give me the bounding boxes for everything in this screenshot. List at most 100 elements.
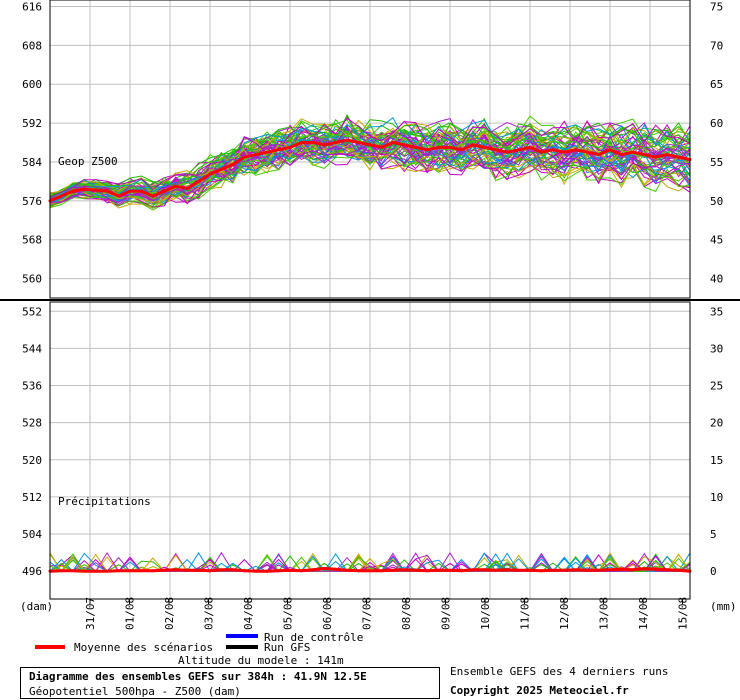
mean-point-precip (219, 568, 223, 572)
mean-point-z500 (311, 141, 315, 144)
mean-point-precip (174, 568, 178, 572)
mean-point-precip (459, 569, 463, 573)
mean-point-precip (391, 568, 395, 572)
mean-point-z500 (299, 141, 303, 144)
mean-point-z500 (162, 189, 166, 193)
mean-point-precip (677, 568, 681, 572)
y2-tick-label: 5 (710, 528, 717, 541)
mean-point-z500 (459, 148, 463, 152)
mean-point-precip (277, 569, 281, 573)
mean-point-precip (288, 568, 292, 572)
mean-point-precip (642, 567, 646, 571)
mean-point-z500 (197, 179, 201, 183)
mean-series (48, 138, 692, 573)
y-tick-label: 520 (22, 454, 42, 467)
mean-point-z500 (539, 150, 543, 154)
mean-point-precip (128, 569, 132, 573)
legend: Moyenne des scénarios Run de contrôle Ru… (35, 631, 363, 654)
member-line-z500 (49, 117, 691, 198)
mean-point-precip (471, 568, 475, 572)
mean-point-precip (368, 569, 372, 573)
mean-point-z500 (368, 143, 372, 147)
mean-point-z500 (677, 155, 681, 159)
mean-point-precip (71, 569, 75, 573)
mean-point-precip (425, 569, 429, 573)
mean-point-precip (322, 566, 326, 570)
y2-tick-label: 20 (710, 417, 723, 430)
y2-tick-label: 50 (710, 195, 723, 208)
mean-point-precip (59, 569, 63, 573)
mean-point-precip (197, 568, 201, 572)
footer-title-box: Diagramme des ensembles GEFS sur 384h : … (20, 667, 440, 699)
mean-point-z500 (379, 145, 383, 149)
footer-subtitle: Géopotentiel 500hpa - Z500 (dam) (29, 685, 241, 698)
mean-point-z500 (219, 167, 223, 171)
mean-point-z500 (665, 153, 669, 157)
mean-point-precip (551, 568, 555, 572)
mean-point-z500 (528, 145, 532, 149)
y-tick-label: 552 (22, 305, 42, 318)
x-tick-label: 09/08 (440, 597, 453, 630)
mean-point-z500 (574, 148, 578, 152)
mean-point-precip (437, 568, 441, 572)
mean-point-precip (597, 568, 601, 572)
mean-point-z500 (277, 148, 281, 152)
mean-point-z500 (117, 194, 121, 198)
y2-tick-label: 55 (710, 156, 723, 169)
mean-point-precip (562, 568, 566, 572)
mean-point-z500 (242, 155, 246, 159)
mean-point-z500 (391, 141, 395, 144)
footer-note: Ensemble GEFS des 4 derniers runs (450, 665, 669, 678)
mean-point-precip (528, 568, 532, 572)
x-tick-label: 11/08 (519, 597, 532, 630)
mean-point-precip (608, 568, 612, 572)
mean-point-z500 (585, 150, 589, 154)
x-tick-label: 02/08 (163, 597, 176, 630)
mean-point-z500 (94, 188, 98, 192)
x-tick-label: 13/08 (598, 597, 611, 630)
mean-point-z500 (505, 150, 509, 154)
mean-point-z500 (254, 153, 258, 157)
mean-point-precip (117, 569, 121, 573)
x-tick-label: 14/08 (637, 597, 650, 630)
mean-point-precip (185, 568, 189, 572)
mean-point-precip (139, 569, 143, 573)
mean-point-precip (311, 568, 315, 572)
mean-point-z500 (631, 150, 635, 154)
model-altitude: Altitude du modele : 141m (178, 654, 344, 667)
y-tick-label: 496 (22, 565, 42, 578)
mean-point-z500 (334, 141, 338, 144)
y2-tick-label: 30 (710, 342, 723, 355)
precip-panel-title: Précipitations (58, 495, 151, 508)
y-axis-unit-left: (dam) (20, 600, 53, 613)
member-line-z500 (49, 119, 691, 198)
legend-gfs-label: Run GFS (264, 641, 310, 654)
x-tick-label: 04/08 (242, 597, 255, 630)
mean-point-precip (574, 568, 578, 572)
y2-tick-label: 15 (710, 454, 723, 467)
y2-tick-label: 60 (710, 117, 723, 130)
mean-point-z500 (59, 194, 63, 198)
mean-point-z500 (597, 153, 601, 157)
x-tick-label: 07/08 (361, 597, 374, 630)
mean-point-z500 (482, 145, 486, 149)
mean-point-z500 (174, 184, 178, 188)
footer-title: Diagramme des ensembles GEFS sur 384h : … (29, 670, 367, 683)
mean-point-z500 (357, 141, 361, 144)
mean-point-precip (82, 569, 86, 573)
mean-point-precip (254, 569, 258, 573)
y-tick-label: 592 (22, 117, 42, 130)
mean-point-precip (345, 568, 349, 572)
mean-point-precip (231, 568, 235, 572)
y2-tick-label: 0 (710, 565, 717, 578)
mean-point-precip (585, 568, 589, 572)
y2-tick-label: 45 (710, 234, 723, 247)
y-tick-label: 608 (22, 39, 42, 52)
mean-point-z500 (654, 155, 658, 159)
mean-point-precip (505, 568, 509, 572)
top-panel-frame (49, 0, 691, 299)
mean-point-z500 (402, 143, 406, 147)
